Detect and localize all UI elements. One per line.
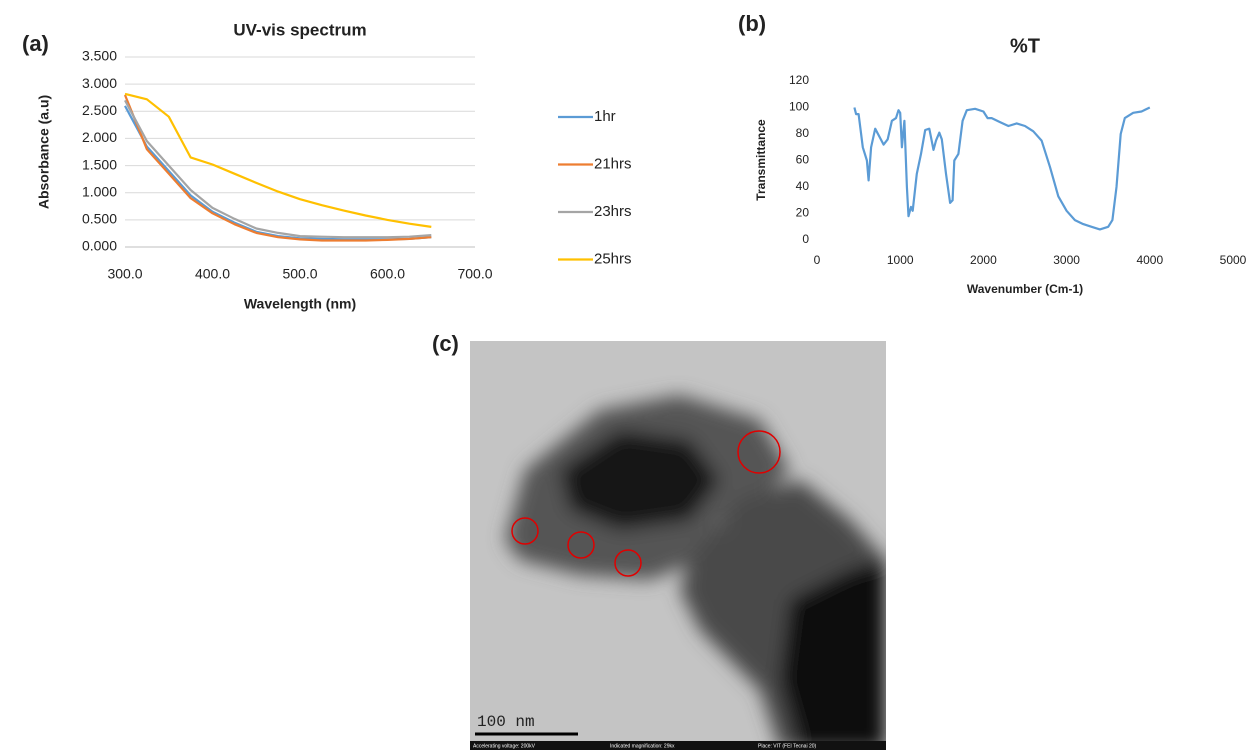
legend-label: 1hr [594,108,616,125]
footer-text: Place: VIT (FEI Tecnai 20) [758,743,817,749]
y-tick-label: 80 [796,126,810,140]
y-axis-label: Absorbance (a.u) [36,95,52,209]
data-line [124,92,432,228]
x-tick-label: 700.0 [457,266,492,282]
x-tick-label: 300.0 [107,266,142,282]
footer-text: Accelerating voltage: 200kV [473,743,536,749]
chart-title: %T [1010,35,1040,57]
x-tick-label: 2000 [970,253,997,267]
y-tick-label: 2.500 [82,102,117,118]
x-tick-label: 400.0 [195,266,230,282]
x-tick-label: 600.0 [370,266,405,282]
x-tick-label: 4000 [1136,253,1163,267]
y-tick-label: 0.500 [82,211,117,227]
x-tick-label: 1000 [887,253,914,267]
x-tick-label: 0 [814,253,821,267]
y-axis-label: Transmittance [754,119,768,201]
tem-image: 100 nm Accelerating voltage: 200kV Indic… [470,341,886,750]
legend-label: 23hrs [594,203,632,220]
y-tick-label: 0 [802,232,809,246]
y-tick-label: 1.500 [82,156,117,172]
y-tick-label: 0.000 [82,238,117,254]
y-tick-label: 3.000 [82,75,117,91]
panel-label: (c) [432,331,459,356]
x-tick-label: 5000 [1220,253,1247,267]
legend-label: 21hrs [594,155,632,172]
y-tick-label: 1.000 [82,183,117,199]
y-tick-label: 60 [796,153,810,167]
panel-label: (a) [22,31,49,56]
x-tick-label: 3000 [1053,253,1080,267]
x-axis-label: Wavenumber (Cm-1) [967,282,1083,296]
x-axis-label: Wavelength (nm) [244,296,356,312]
y-tick-label: 3.500 [82,48,117,64]
panel-label: (b) [738,11,766,36]
y-tick-label: 100 [789,100,809,114]
y-tick-label: 20 [796,206,810,220]
data-line [123,94,432,242]
data-line [853,106,1151,231]
data-line [124,99,432,239]
legend-label: 25hrs [594,250,632,267]
footer-text: Indicated magnification: 29kx [610,743,675,749]
x-tick-label: 500.0 [282,266,317,282]
chart-title: UV-vis spectrum [233,20,366,39]
y-tick-label: 2.000 [82,129,117,145]
y-tick-label: 40 [796,179,810,193]
y-tick-label: 120 [789,73,809,87]
scale-bar-label: 100 nm [477,713,535,731]
